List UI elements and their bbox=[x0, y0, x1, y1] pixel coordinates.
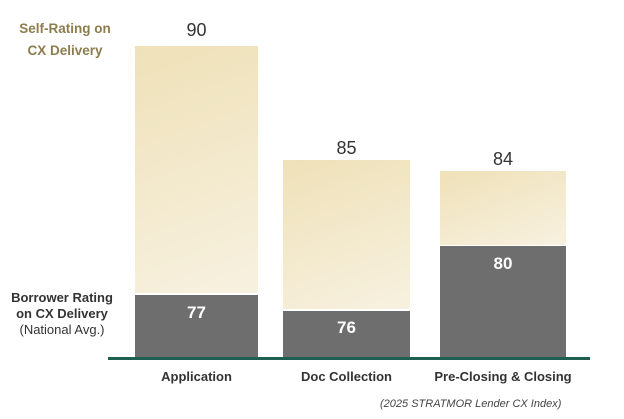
borrower-value-doc-collection: 76 bbox=[337, 318, 356, 337]
bar-borrower-pre-closing: 80 bbox=[440, 246, 566, 358]
self-value-doc-collection: 85 bbox=[336, 138, 357, 158]
legend-borrower-rating: Borrower Rating on CX Delivery (National… bbox=[4, 290, 120, 338]
legend-self-line2: CX Delivery bbox=[27, 43, 103, 58]
legend-borrower-line3: (National Avg.) bbox=[19, 322, 105, 337]
bar-self-application bbox=[135, 46, 258, 293]
bar-self-doc-collection bbox=[283, 160, 410, 309]
borrower-value-application: 77 bbox=[187, 303, 206, 322]
x-axis-baseline bbox=[108, 357, 590, 360]
bar-borrower-application: 77 bbox=[135, 295, 258, 358]
self-value-application: 90 bbox=[186, 20, 207, 40]
category-label-doc-collection: Doc Collection bbox=[300, 369, 392, 384]
legend-self-line1: Self-Rating on bbox=[19, 21, 111, 36]
bar-self-pre-closing bbox=[440, 171, 566, 245]
source-note: (2025 STRATMOR Lender CX Index) bbox=[380, 398, 562, 410]
bar-borrower-doc-collection: 76 bbox=[283, 311, 410, 358]
legend-borrower-line1: Borrower Rating bbox=[11, 290, 113, 305]
borrower-value-pre-closing: 80 bbox=[493, 254, 513, 273]
legend-borrower-line2: on CX Delivery bbox=[16, 306, 108, 321]
category-label-application: Application bbox=[161, 369, 232, 384]
self-value-pre-closing: 84 bbox=[492, 149, 514, 169]
legend-self-rating: Self-Rating on CX Delivery bbox=[10, 18, 120, 62]
category-label-pre-closing: Pre-Closing & Closing bbox=[434, 369, 572, 384]
